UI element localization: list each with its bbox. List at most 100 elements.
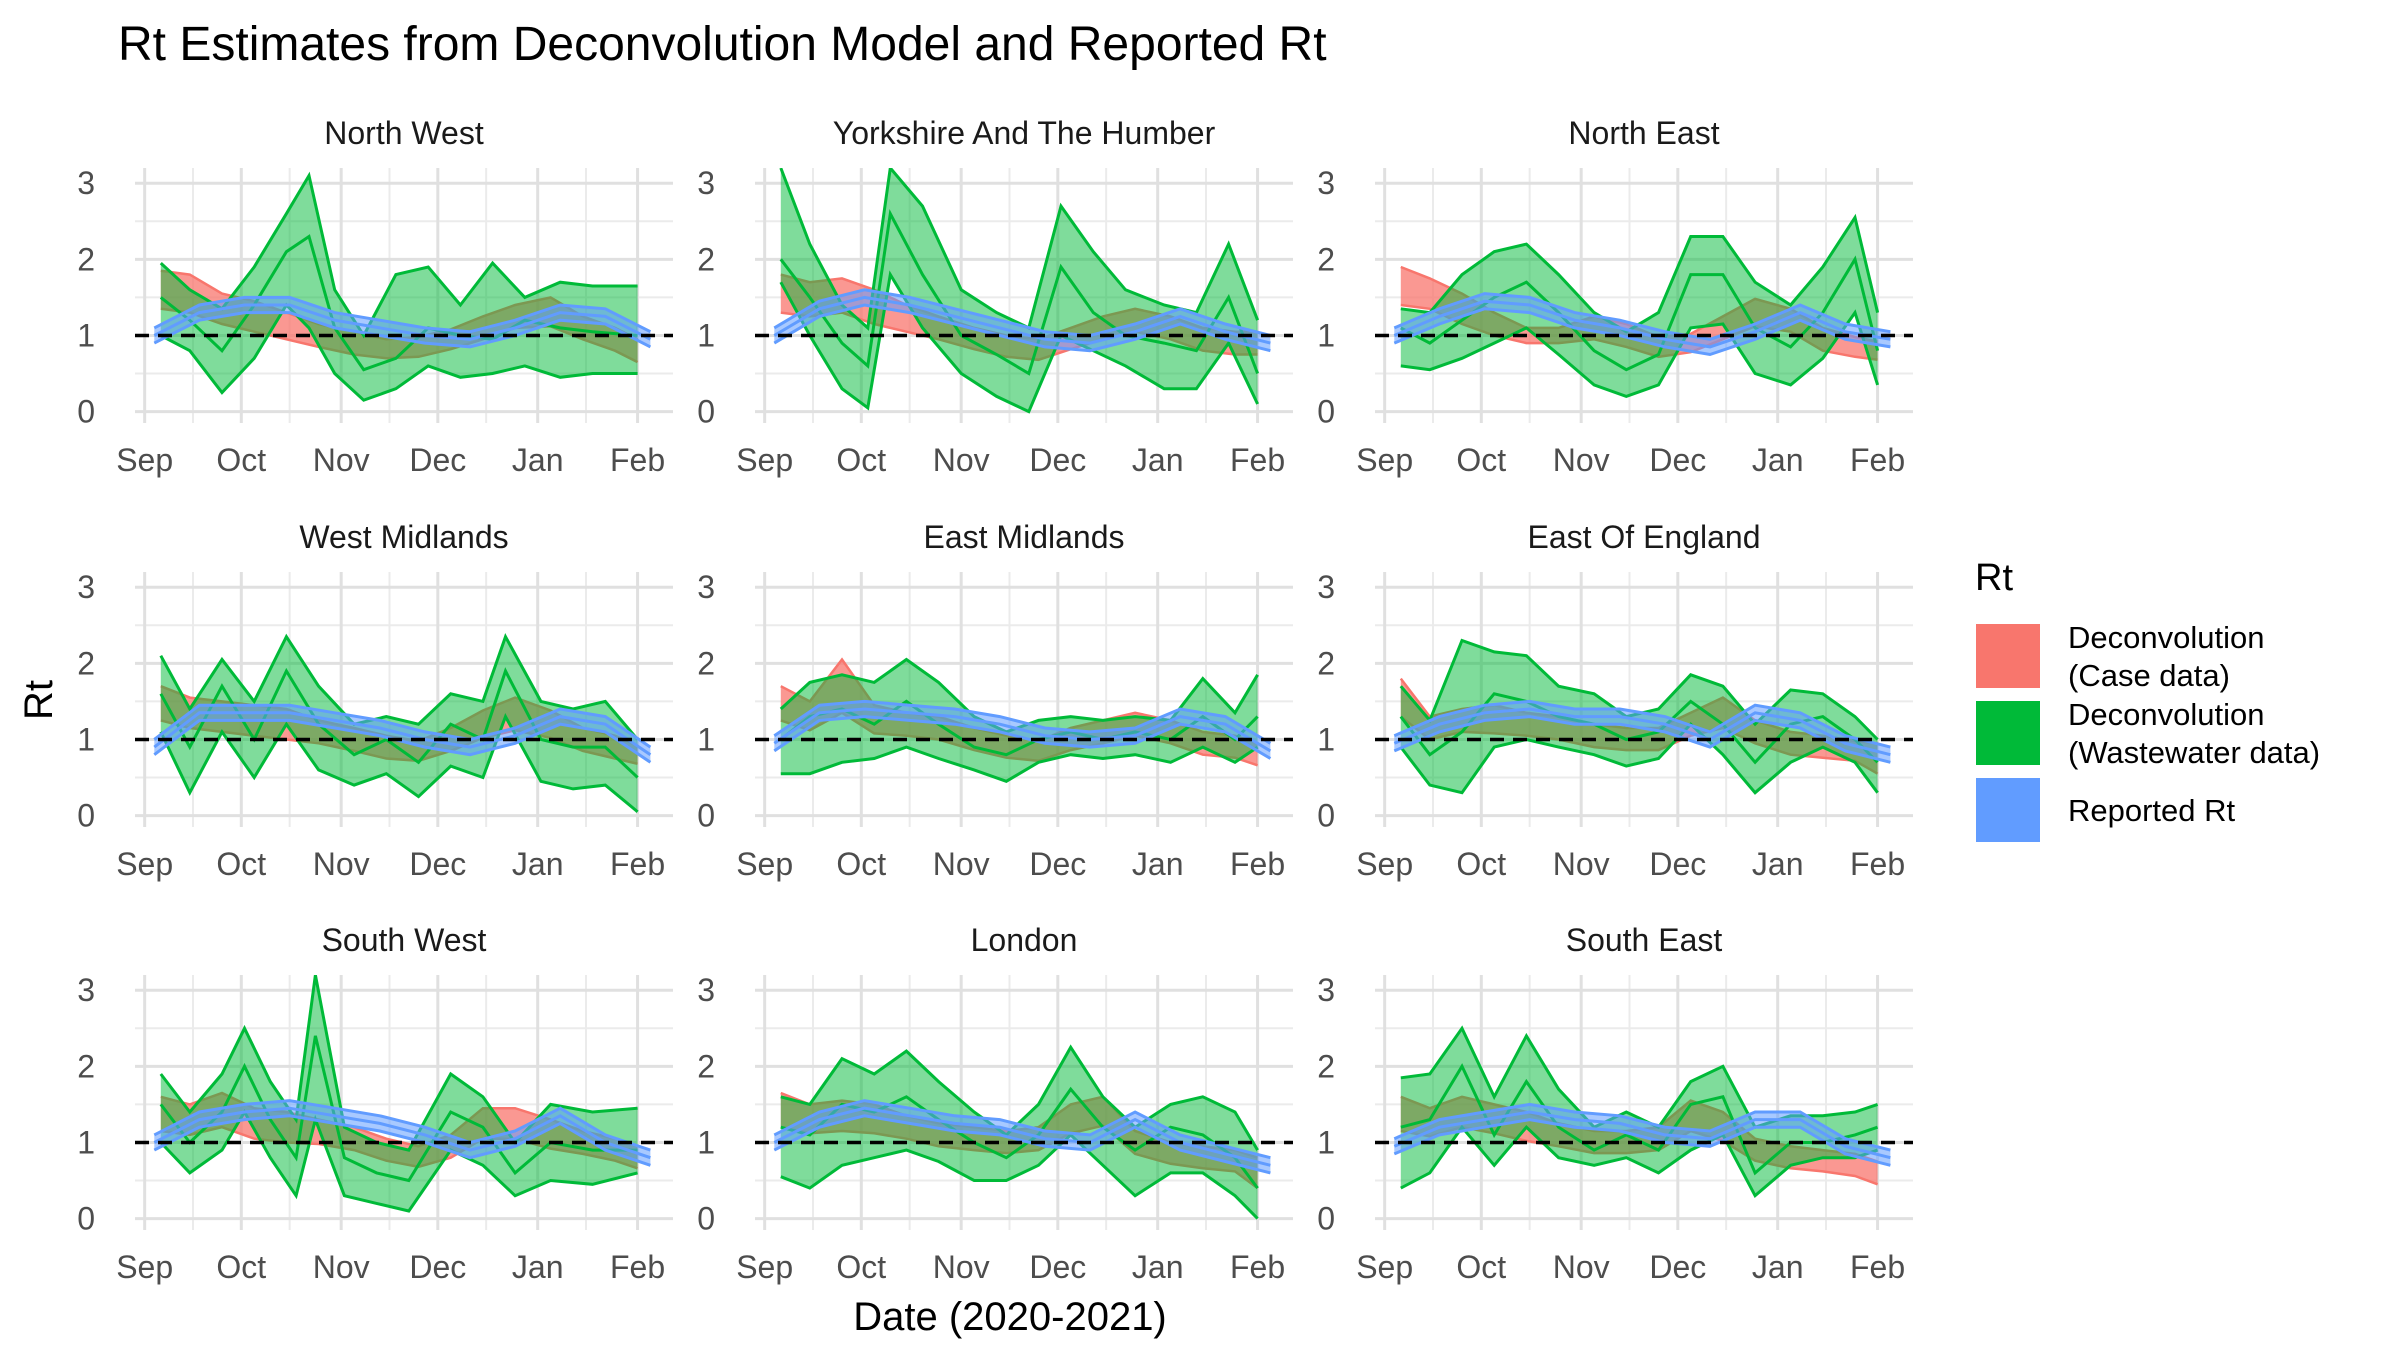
y-tick-label: 1 xyxy=(697,721,715,757)
x-tick-label: Feb xyxy=(610,1249,665,1285)
x-tick-label: Nov xyxy=(1553,442,1610,478)
panel-title: West Midlands xyxy=(299,519,508,555)
x-tick-label: Sep xyxy=(116,846,173,882)
x-tick-label: Jan xyxy=(1132,442,1184,478)
x-tick-label: Jan xyxy=(1752,442,1804,478)
x-tick-label: Nov xyxy=(313,846,370,882)
y-tick-label: 1 xyxy=(1317,1124,1335,1160)
reported-lower-line xyxy=(153,311,652,349)
x-tick-label: Oct xyxy=(216,442,266,478)
reported-lower-line xyxy=(773,303,1271,353)
x-tick-label: Feb xyxy=(1850,1249,1905,1285)
wastewater-ribbon xyxy=(160,175,638,401)
reported-ribbon xyxy=(154,297,651,347)
reported-upper-line xyxy=(1393,1102,1891,1152)
reported-ribbon xyxy=(154,1100,651,1166)
y-tick-label: 2 xyxy=(1317,645,1335,681)
y-tick-label: 1 xyxy=(697,317,715,353)
series-reported xyxy=(1393,292,1891,357)
y-tick-label: 3 xyxy=(1317,165,1335,201)
panel-plot-area xyxy=(1375,638,1913,795)
legend-label: (Case data) xyxy=(2068,658,2230,693)
panel-east-of-england: East Of England Sep Oct Nov Dec Jan Feb 0 1 2 3 xyxy=(1317,519,1913,882)
reported-ribbon xyxy=(1394,293,1891,355)
x-tick-label: Jan xyxy=(1132,1249,1184,1285)
panel-title: London xyxy=(971,922,1078,958)
x-tick-label: Dec xyxy=(409,442,466,478)
x-tick-label: Jan xyxy=(1132,846,1184,882)
reported-upper-line xyxy=(153,1099,651,1152)
series-reported xyxy=(153,703,652,764)
reported-lower-line xyxy=(1393,715,1891,764)
series-wastewater xyxy=(779,168,1260,414)
x-tick-label: Feb xyxy=(610,846,665,882)
x-tick-label: Sep xyxy=(116,1249,173,1285)
major-grid xyxy=(755,168,1293,423)
reported-mean-line xyxy=(153,303,652,341)
x-tick-label: Oct xyxy=(836,846,886,882)
x-tick-label: Sep xyxy=(1356,846,1413,882)
y-tick-label: 3 xyxy=(697,569,715,605)
x-tick-label: Dec xyxy=(409,846,466,882)
series-reported xyxy=(153,295,652,349)
series-wastewater xyxy=(159,975,638,1213)
x-tick-label: Dec xyxy=(1649,846,1706,882)
reported-lower-line xyxy=(1393,307,1891,357)
x-tick-label: Dec xyxy=(1029,1249,1086,1285)
y-tick-label: 3 xyxy=(77,569,95,605)
x-tick-label: Oct xyxy=(1456,1249,1506,1285)
legend-key xyxy=(1974,699,2042,767)
panel-london: London Sep Oct Nov Dec Jan Feb 0 1 2 3 xyxy=(697,922,1293,1285)
y-tick-label: 0 xyxy=(697,798,715,834)
y-tick-label: 3 xyxy=(1317,972,1335,1008)
legend-title: Rt xyxy=(1975,557,2013,599)
x-tick-label: Feb xyxy=(1850,442,1905,478)
wastewater-lower-line xyxy=(780,1132,1259,1220)
x-tick-label: Feb xyxy=(1230,846,1285,882)
y-tick-label: 2 xyxy=(77,1048,95,1084)
y-tick-label: 0 xyxy=(77,798,95,834)
x-tick-label: Feb xyxy=(1230,442,1285,478)
x-tick-label: Jan xyxy=(512,846,564,882)
wastewater-lower-line xyxy=(780,745,1259,783)
x-tick-label: Sep xyxy=(736,442,793,478)
reported-upper-line xyxy=(1393,292,1891,341)
panel-north-west: North West Sep Oct Nov Dec Jan Feb 0 1 2 3 xyxy=(77,115,673,478)
panel-title: South West xyxy=(322,922,487,958)
reported-upper-line xyxy=(153,703,652,749)
reported-ribbon xyxy=(774,289,1271,351)
wastewater-lower-line xyxy=(779,270,1259,414)
y-tick-label: 0 xyxy=(697,394,715,430)
x-tick-label: Oct xyxy=(1456,442,1506,478)
panel-north-east: North East Sep Oct Nov Dec Jan Feb 0 1 2 3 xyxy=(1317,115,1913,478)
panel-plot-area xyxy=(1375,1025,1913,1199)
reported-mean-line xyxy=(153,1106,651,1160)
y-tick-label: 3 xyxy=(77,165,95,201)
x-axis-title: Date (2020-2021) xyxy=(853,1295,1167,1339)
y-tick-label: 0 xyxy=(1317,1201,1335,1237)
reported-upper-line xyxy=(773,1099,1271,1160)
x-tick-label: Nov xyxy=(933,846,990,882)
y-tick-label: 3 xyxy=(77,972,95,1008)
wastewater-lower-line xyxy=(1400,309,1880,398)
x-tick-label: Sep xyxy=(736,846,793,882)
panel-plot-area xyxy=(755,168,1293,414)
y-tick-label: 1 xyxy=(77,1124,95,1160)
y-tick-label: 2 xyxy=(1317,241,1335,277)
x-tick-label: Oct xyxy=(836,1249,886,1285)
x-tick-label: Oct xyxy=(836,442,886,478)
x-tick-label: Dec xyxy=(1029,846,1086,882)
panel-east-midlands: East Midlands Sep Oct Nov Dec Jan Feb 0 1 2 3 xyxy=(697,519,1293,882)
wastewater-lower-line xyxy=(1400,1124,1879,1199)
x-tick-label: Oct xyxy=(216,1249,266,1285)
x-tick-label: Oct xyxy=(216,846,266,882)
reported-mean-line xyxy=(773,707,1272,753)
panel-plot-area xyxy=(135,633,673,813)
chart-title: Rt Estimates from Deconvolution Model an… xyxy=(118,18,1327,71)
series-reported xyxy=(773,288,1271,353)
wastewater-lower-line xyxy=(160,302,638,402)
y-tick-label: 2 xyxy=(697,645,715,681)
reported-lower-line xyxy=(773,1114,1271,1175)
series-reported xyxy=(1393,699,1891,764)
series-wastewater xyxy=(159,171,638,402)
